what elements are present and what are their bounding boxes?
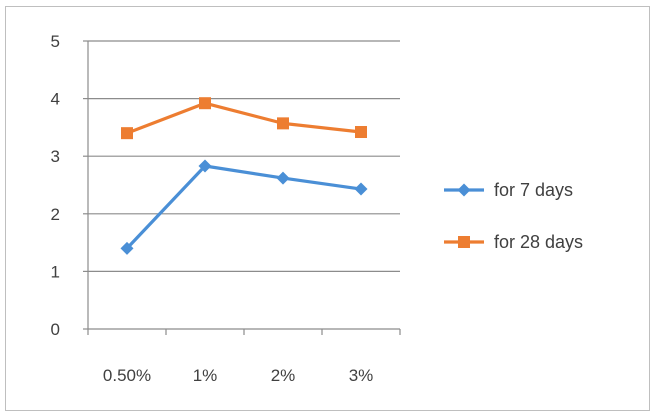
y-tick-label: 5 [51, 32, 60, 51]
chart-frame [5, 6, 650, 411]
data-point [276, 171, 290, 185]
legend-marker [458, 236, 470, 248]
axes [83, 40, 401, 335]
data-point [198, 159, 212, 173]
y-tick-label: 3 [51, 147, 60, 166]
data-point [121, 127, 133, 140]
data-point [355, 126, 367, 139]
data-point [354, 182, 368, 196]
y-tick-labels: 0 1 2 3 4 5 [51, 32, 60, 339]
x-tick-labels: 0.50% 1% 2% 3% [103, 366, 373, 385]
x-tick-label: 3% [349, 366, 374, 385]
series-1 [120, 159, 368, 255]
legend-marker [457, 183, 471, 197]
series-line [126, 101, 362, 135]
gridlines [88, 40, 400, 272]
legend-label: for 7 days [494, 180, 573, 200]
x-tick-label: 0.50% [103, 366, 151, 385]
legend: for 7 days for 28 days [444, 180, 583, 252]
x-tick-label: 1% [193, 366, 218, 385]
y-tick-label: 2 [51, 205, 60, 224]
series [120, 97, 368, 255]
legend-entry: for 28 days [444, 232, 583, 252]
legend-label: for 28 days [494, 232, 583, 252]
x-tick-label: 2% [271, 366, 296, 385]
series-2 [121, 97, 367, 140]
data-point [120, 241, 134, 255]
y-tick-label: 4 [51, 90, 60, 109]
series-line [125, 164, 362, 250]
data-point [199, 97, 211, 110]
y-tick-label: 1 [51, 262, 60, 281]
data-point [277, 117, 289, 130]
legend-entry: for 7 days [444, 180, 573, 200]
y-tick-label: 0 [51, 320, 60, 339]
